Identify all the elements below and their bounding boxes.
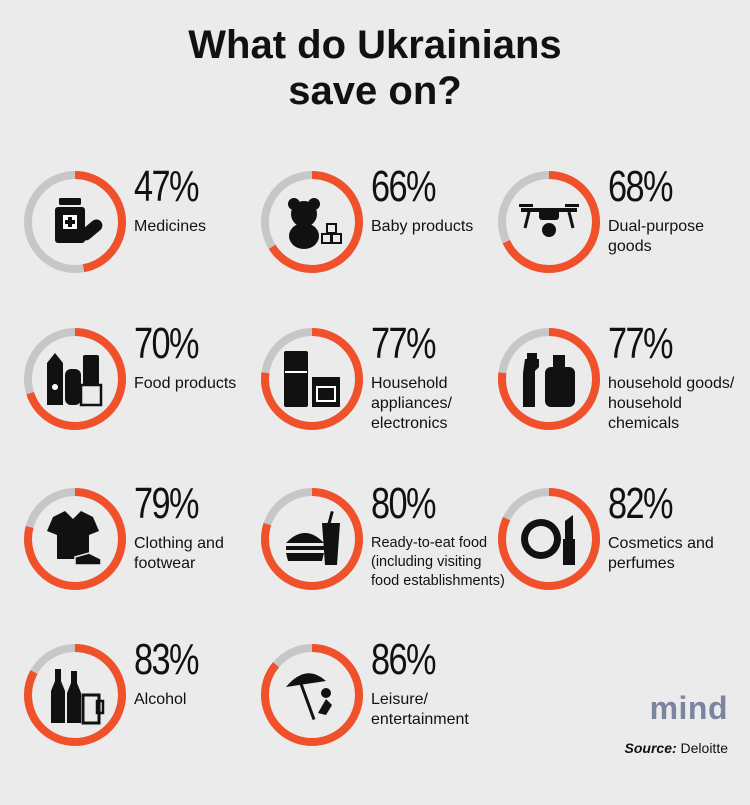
category-label-5: Household appliances/ electronics <box>371 375 452 432</box>
chart-item-11: 86% Leisure/ entertainment <box>259 636 499 782</box>
donut-arc-4 <box>24 328 126 430</box>
grocery-icon <box>45 349 105 409</box>
category-label-2: Baby products <box>371 218 474 235</box>
value-label-4: 70% <box>134 319 200 368</box>
chart-item-1: 47% Medicines <box>22 163 262 309</box>
chart-item-7: 79% Clothing and footwear <box>22 480 262 626</box>
value-label-9: 82% <box>608 479 674 528</box>
donut-svg-3 <box>498 171 600 273</box>
chart-item-5: 77% Household appliances/ electronics <box>259 320 499 466</box>
value-label-5: 77% <box>371 319 437 368</box>
medicine-bottle-pills-icon <box>45 192 105 252</box>
source-value: Deloitte <box>680 740 728 756</box>
donut-svg-7 <box>24 488 126 590</box>
donut-ring-6 <box>496 326 602 432</box>
category-label-10: Alcohol <box>134 691 187 708</box>
value-label-2: 66% <box>371 162 437 211</box>
donut-ring-3 <box>496 169 602 275</box>
chart-title-line-1: What do Ukrainians <box>188 23 562 67</box>
donut-ring-7 <box>22 486 128 592</box>
donut-arc-8 <box>261 488 363 590</box>
donut-svg-2 <box>261 171 363 273</box>
donut-svg-1 <box>24 171 126 273</box>
donut-arc-2 <box>261 171 363 273</box>
chart-item-9: 82% Cosmetics and perfumes <box>496 480 736 626</box>
donut-ring-11 <box>259 642 365 748</box>
donut-ring-8 <box>259 486 365 592</box>
value-label-3: 68% <box>608 162 674 211</box>
category-label-6: household goods/ household chemicals <box>608 375 735 432</box>
donut-svg-4 <box>24 328 126 430</box>
donut-arc-11 <box>261 644 363 746</box>
category-label-1: Medicines <box>134 218 207 235</box>
donut-arc-1 <box>24 171 126 273</box>
fridge-stove-icon <box>282 349 342 409</box>
value-label-10: 83% <box>134 635 200 684</box>
chart-item-6: 77% household goods/ household chemicals <box>496 320 736 466</box>
value-label-6: 77% <box>608 319 674 368</box>
value-label-7: 79% <box>134 479 200 528</box>
chart-item-3: 68% Dual-purpose goods <box>496 163 736 309</box>
chart-title: What do Ukrainians save on? <box>0 22 750 114</box>
donut-svg-6 <box>498 328 600 430</box>
source-note: Source: Deloitte <box>625 740 728 756</box>
source-label: Source: <box>624 740 677 756</box>
donut-svg-9 <box>498 488 600 590</box>
chart-item-2: 66% Baby products <box>259 163 499 309</box>
bottles-glass-icon <box>45 665 105 725</box>
category-label-4: Food products <box>134 375 237 392</box>
donut-ring-9 <box>496 486 602 592</box>
burger-drink-icon <box>282 509 342 569</box>
drone-icon <box>519 192 579 252</box>
donut-svg-11 <box>261 644 363 746</box>
category-label-7: Clothing and footwear <box>134 535 224 572</box>
shirt-shoe-icon <box>45 509 105 569</box>
value-label-1: 47% <box>134 162 200 211</box>
donut-arc-6 <box>498 328 600 430</box>
beach-umbrella-icon <box>282 665 342 725</box>
donut-arc-10 <box>24 644 126 746</box>
chart-item-4: 70% Food products <box>22 320 262 466</box>
chart-item-8: 80% Ready-to-eat food (including visiting… <box>259 480 505 626</box>
donut-svg-8 <box>261 488 363 590</box>
donut-svg-5 <box>261 328 363 430</box>
category-label-8: Ready-to-eat food (including visiting fo… <box>371 535 505 589</box>
donut-ring-4 <box>22 326 128 432</box>
donut-ring-1 <box>22 169 128 275</box>
mind-logo: mind <box>649 690 728 726</box>
category-label-11: Leisure/ entertainment <box>371 691 469 728</box>
compact-lipstick-icon <box>519 509 579 569</box>
donut-arc-9 <box>498 488 600 590</box>
donut-svg-10 <box>24 644 126 746</box>
value-label-11: 86% <box>371 635 437 684</box>
chart-item-10: 83% Alcohol <box>22 636 262 782</box>
category-label-3: Dual-purpose goods <box>608 218 705 255</box>
category-label-9: Cosmetics and perfumes <box>608 535 714 572</box>
donut-arc-7 <box>24 488 126 590</box>
donut-ring-10 <box>22 642 128 748</box>
chart-title-line-2: save on? <box>288 69 462 113</box>
donut-ring-5 <box>259 326 365 432</box>
donut-ring-2 <box>259 169 365 275</box>
donut-arc-5 <box>261 328 363 430</box>
value-label-8: 80% <box>371 479 437 528</box>
cleaning-bottles-icon <box>519 349 579 409</box>
teddy-bear-blocks-icon <box>282 192 342 252</box>
donut-arc-3 <box>498 171 600 273</box>
